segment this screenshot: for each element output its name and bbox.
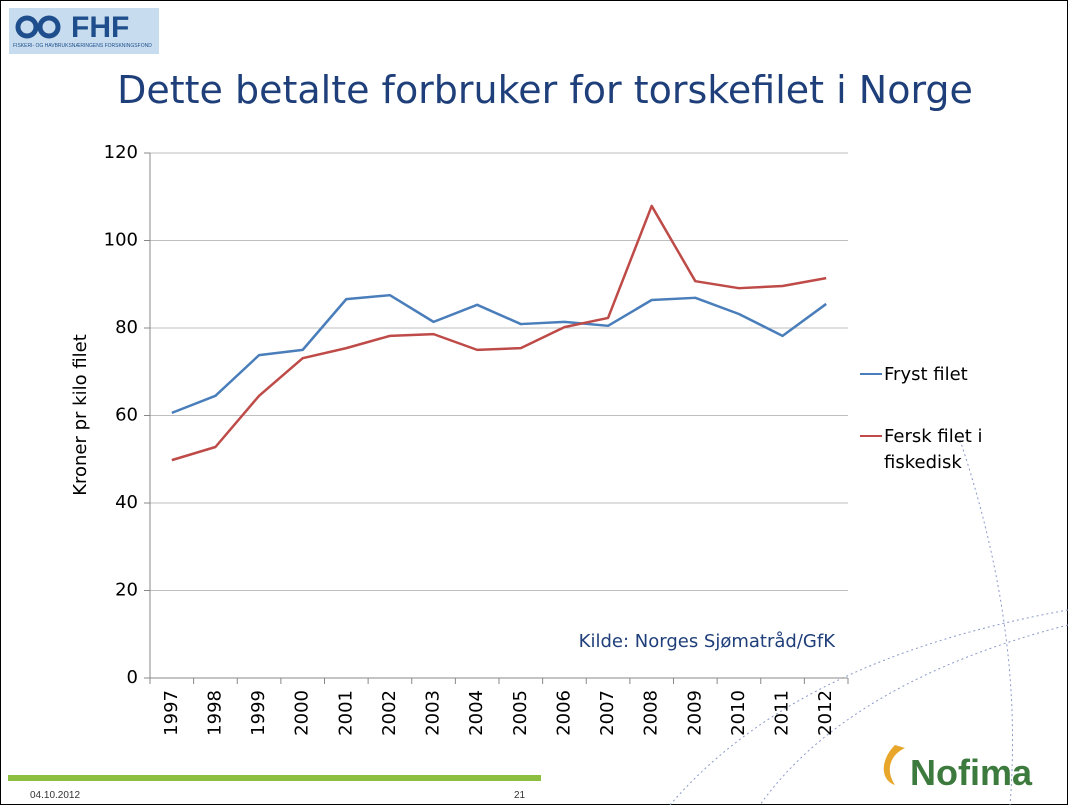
footer-page: 21 xyxy=(514,790,526,801)
x-tick-label: 2011 xyxy=(772,690,793,736)
annotation: Kilde: Norges Sjømatråd/GfK xyxy=(579,631,837,652)
series-line xyxy=(171,204,827,462)
y-tick-label: 100 xyxy=(104,230,138,251)
x-tick-label: 2004 xyxy=(466,690,487,736)
y-tick-label: 20 xyxy=(115,580,138,601)
y-tick-label: 0 xyxy=(127,667,138,688)
footer-date: 04.10.2012 xyxy=(30,790,81,801)
nofima-logo: Nofima xyxy=(910,752,1033,793)
legend-swatch xyxy=(860,435,882,437)
x-tick-label: 2010 xyxy=(728,690,749,736)
x-tick-label: 2001 xyxy=(335,690,356,736)
y-tick-label: 40 xyxy=(115,492,138,513)
x-tick-label: 2003 xyxy=(423,690,444,736)
decor xyxy=(669,439,1068,805)
x-tick-label: 2008 xyxy=(641,690,662,736)
legend-label: Fersk filet i fiskedisk xyxy=(884,426,983,473)
x-tick-label: 2012 xyxy=(815,690,836,736)
x-tick-label: 1997 xyxy=(161,690,182,736)
logo-icon xyxy=(15,15,61,39)
x-tick-label: 2009 xyxy=(684,690,705,736)
x-tick-label: 2002 xyxy=(379,690,400,736)
chart-title: Dette betalte forbruker for torskefilet … xyxy=(117,68,973,112)
y-axis-label: Kroner pr kilo filet xyxy=(70,334,91,496)
y-tick-label: 120 xyxy=(104,142,138,163)
x-tick-label: 2006 xyxy=(553,690,574,736)
legend-swatch xyxy=(860,373,882,375)
nofima-mark xyxy=(883,745,905,785)
x-tick-label: 2000 xyxy=(292,690,313,736)
legend-label: Fryst filet xyxy=(884,364,968,385)
x-tick-label: 2005 xyxy=(510,690,531,736)
series-line xyxy=(171,293,827,415)
logo-text: FHF xyxy=(71,11,130,44)
x-tick-label: 1999 xyxy=(248,690,269,736)
fhf-logo: FHF FISKERI- OG HAVBRUKSNÆRINGENS FORSKN… xyxy=(9,8,159,54)
y-tick-label: 60 xyxy=(115,405,138,426)
x-tick-label: 1998 xyxy=(204,690,225,736)
logo-subtitle: FISKERI- OG HAVBRUKSNÆRINGENS FORSKNINGS… xyxy=(13,43,152,49)
y-tick-label: 80 xyxy=(115,317,138,338)
x-tick-label: 2007 xyxy=(597,690,618,736)
footer-bar xyxy=(8,775,541,781)
